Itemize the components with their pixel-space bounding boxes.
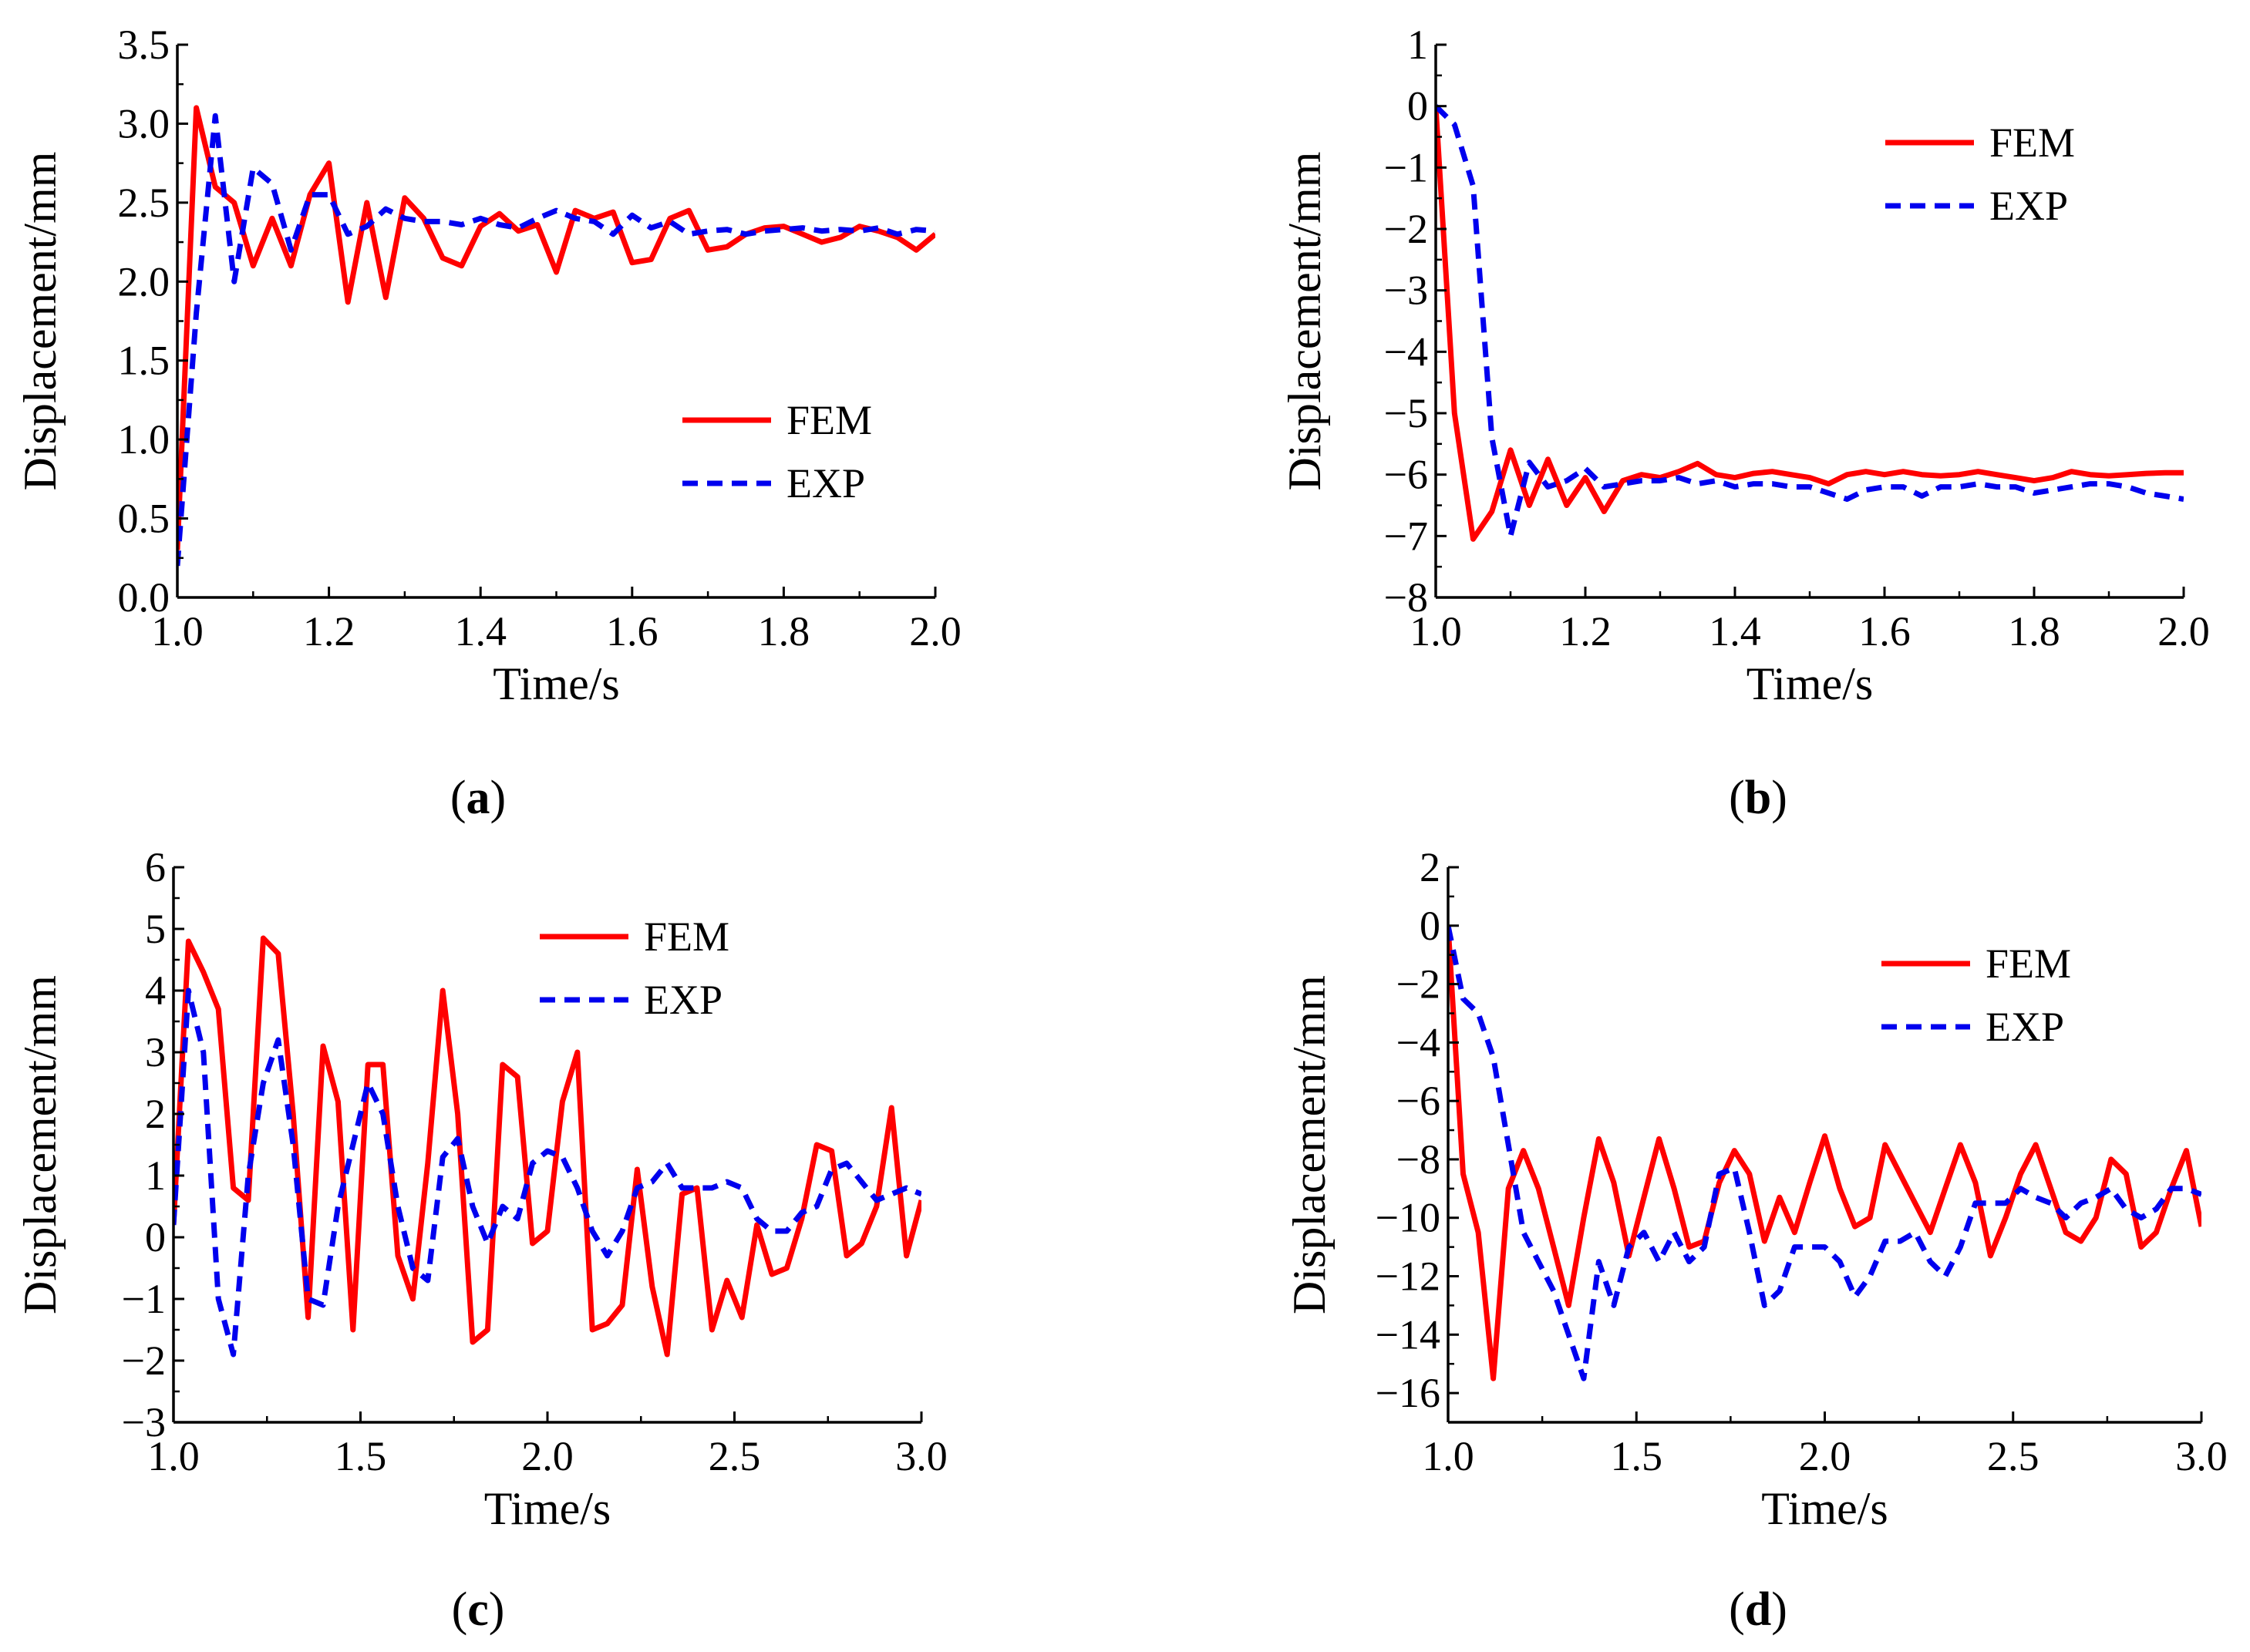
y-tick-label: 2 <box>145 1091 166 1137</box>
y-axis-label: Displacement/mm <box>1284 975 1335 1314</box>
chart-panel-d: 1.0 1.5 2.0 2.5 3.0 −16 −14 −12 −10 −8 −6 −4 −2 0 2 Tim… <box>1284 844 2228 1636</box>
x-tick-label: 2.0 <box>909 608 962 654</box>
y-tick-label: 0 <box>1420 903 1440 949</box>
x-tick-label: 3.0 <box>2175 1433 2228 1479</box>
x-tick-label: 1.0 <box>147 1433 200 1479</box>
panel-label: (b) <box>1729 772 1787 824</box>
series-line-fem <box>177 105 935 550</box>
legend-label-exp: EXP <box>786 460 865 506</box>
y-axis-label: Displacement/mm <box>15 152 66 491</box>
y-tick-label: 1.5 <box>118 338 170 384</box>
legend-label-fem: FEM <box>1989 119 2075 166</box>
y-tick-label: 3 <box>145 1029 166 1075</box>
x-tick-label: 3.0 <box>895 1433 948 1479</box>
y-tick-label: −3 <box>1384 267 1428 314</box>
legend-label-exp: EXP <box>644 977 722 1023</box>
series-line-exp <box>1448 925 2201 1381</box>
x-tick-label: 1.0 <box>151 608 204 654</box>
legend-label-exp: EXP <box>1986 1004 2064 1050</box>
y-tick-label: −10 <box>1376 1195 1440 1241</box>
x-tick-label: 1.5 <box>1611 1433 1663 1479</box>
x-axis-label: Time/s <box>1761 1483 1888 1534</box>
x-tick-label: 1.5 <box>335 1433 387 1479</box>
legend-label-fem: FEM <box>1986 940 2071 987</box>
chart-panel-b: 1.0 1.2 1.4 1.6 1.8 2.0 −8 −7 −6 −5 −4 −3 −2 −1 0 1 Time… <box>1279 22 2210 824</box>
y-tick-label: −4 <box>1396 1019 1440 1065</box>
y-tick-label: −2 <box>1384 206 1428 252</box>
y-tick-label: −5 <box>1384 390 1428 436</box>
y-axis-label: Displacement/mm <box>15 975 66 1314</box>
x-tick-label: 1.8 <box>2008 608 2060 654</box>
y-tick-label: −4 <box>1384 328 1428 375</box>
y-tick-label: −8 <box>1384 574 1428 621</box>
x-axis-label: Time/s <box>493 658 620 709</box>
x-axis-label: Time/s <box>484 1483 611 1534</box>
y-tick-label: −14 <box>1376 1311 1440 1358</box>
y-tick-label: 1.0 <box>118 416 170 463</box>
x-tick-label: 1.8 <box>758 608 810 654</box>
x-tick-label: 2.0 <box>521 1433 574 1479</box>
y-tick-label: −1 <box>1384 144 1428 190</box>
y-tick-label: −7 <box>1384 513 1428 559</box>
y-tick-label: 2.0 <box>118 258 170 304</box>
x-tick-label: 2.0 <box>1799 1433 1851 1479</box>
y-tick-label: 6 <box>145 844 166 890</box>
chart-panel-c: 1.0 1.5 2.0 2.5 3.0 −3 −2 −1 0 1 2 3 4 5 6 Time/s Displa… <box>15 844 948 1636</box>
legend: FEM EXP <box>682 397 872 506</box>
panel-label: (d) <box>1729 1583 1787 1636</box>
x-axis-label: Time/s <box>1746 658 1874 709</box>
legend-label-fem: FEM <box>786 397 872 443</box>
series-line-exp <box>177 113 935 567</box>
y-tick-label: 3.0 <box>118 100 170 146</box>
y-tick-label: 1 <box>1407 22 1428 68</box>
legend: FEM EXP <box>540 913 729 1023</box>
y-tick-label: −3 <box>122 1399 166 1445</box>
y-tick-label: −2 <box>1396 961 1440 1008</box>
x-tick-label: 1.2 <box>1559 608 1612 654</box>
y-axis-label: Displacement/mm <box>1279 152 1330 491</box>
series-line-fem <box>1436 106 2184 542</box>
y-tick-label: 0.0 <box>118 574 170 621</box>
legend: FEM EXP <box>1885 119 2075 229</box>
series-line-fem <box>1448 925 2201 1381</box>
x-tick-label: 1.2 <box>303 608 355 654</box>
y-tick-label: −6 <box>1396 1078 1440 1124</box>
x-tick-label: 2.0 <box>2157 608 2210 654</box>
panel-label: (c) <box>452 1583 505 1636</box>
y-tick-label: −2 <box>122 1337 166 1384</box>
x-tick-label: 1.0 <box>1422 1433 1474 1479</box>
y-tick-label: 1 <box>145 1152 166 1199</box>
legend-label-exp: EXP <box>1989 183 2068 229</box>
chart-panel-a: 1.0 1.2 1.4 1.6 1.8 2.0 0.0 0.5 1.0 1.5 2.0 2.5 3.0 3… <box>15 22 962 824</box>
x-tick-label: 1.6 <box>1858 608 1911 654</box>
y-tick-label: 4 <box>145 967 166 1014</box>
legend: FEM EXP <box>1881 940 2071 1050</box>
legend-label-fem: FEM <box>644 913 729 960</box>
y-tick-label: −12 <box>1376 1253 1440 1300</box>
y-tick-label: 2.5 <box>118 180 170 226</box>
x-tick-label: 1.4 <box>454 608 507 654</box>
y-tick-label: −6 <box>1384 452 1428 498</box>
y-tick-label: −16 <box>1376 1370 1440 1416</box>
y-tick-label: 0 <box>145 1214 166 1260</box>
y-tick-label: 0 <box>1407 83 1428 130</box>
x-tick-label: 1.0 <box>1410 608 1462 654</box>
series-line-exp <box>173 987 921 1358</box>
y-tick-label: 3.5 <box>118 22 170 68</box>
y-tick-label: 5 <box>145 906 166 952</box>
y-tick-label: −8 <box>1396 1136 1440 1183</box>
x-tick-label: 2.5 <box>1987 1433 2039 1479</box>
y-tick-label: 0.5 <box>118 496 170 542</box>
x-tick-label: 1.4 <box>1709 608 1761 654</box>
x-tick-label: 2.5 <box>709 1433 761 1479</box>
y-tick-label: −1 <box>122 1276 166 1322</box>
panel-label: (a) <box>450 772 506 824</box>
series-line-exp <box>1436 104 2184 539</box>
x-tick-label: 1.6 <box>606 608 658 654</box>
y-tick-label: 2 <box>1420 844 1440 890</box>
